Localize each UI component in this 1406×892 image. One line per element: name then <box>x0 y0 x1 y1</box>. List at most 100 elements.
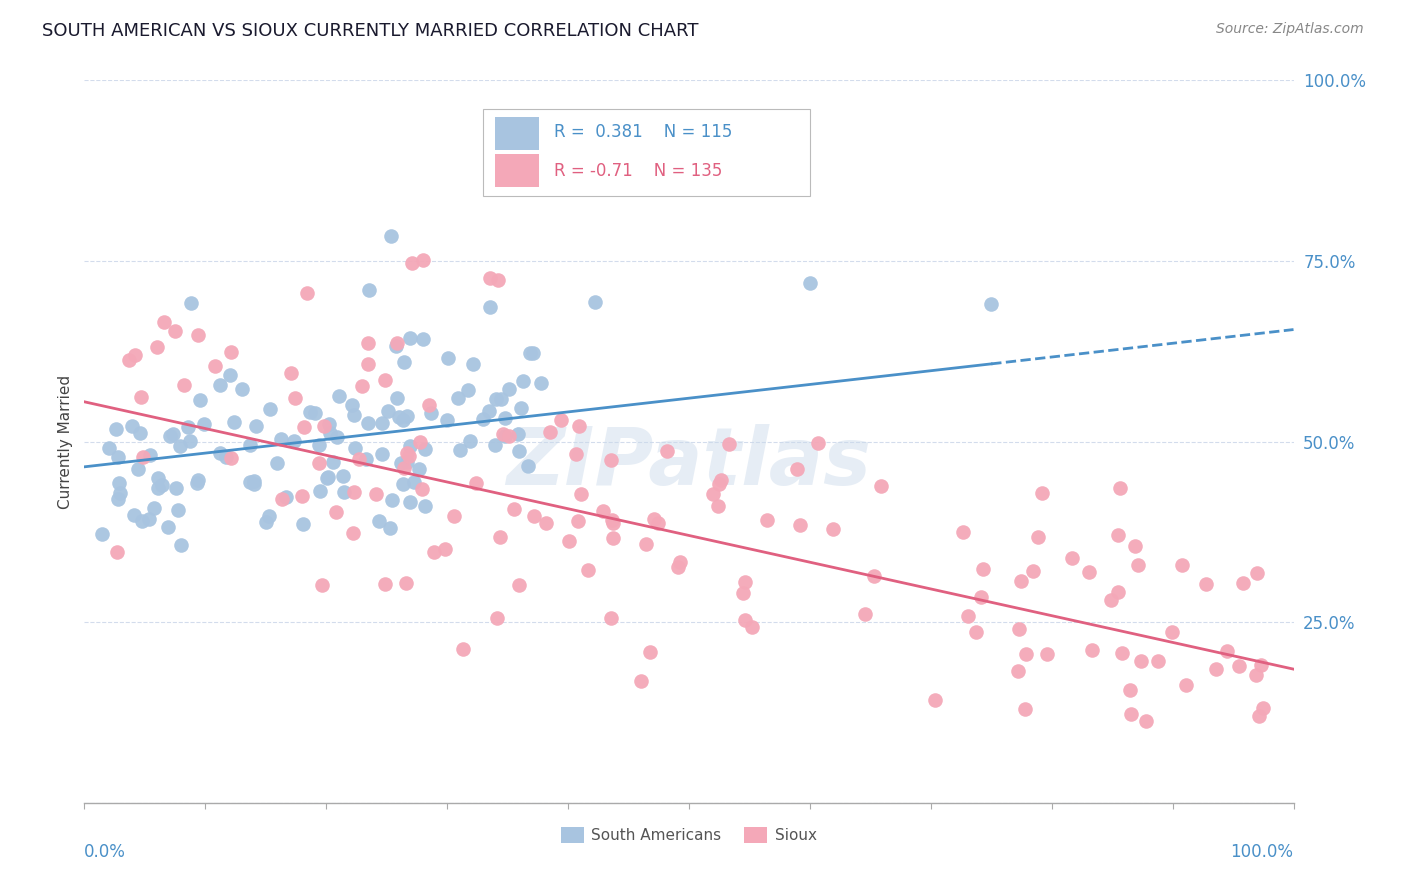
Point <box>523 509 546 524</box>
Point <box>254 516 277 530</box>
Point <box>1253 701 1275 715</box>
Point <box>517 458 540 473</box>
Point <box>148 470 170 484</box>
Point <box>1008 622 1031 636</box>
Point <box>396 409 419 423</box>
Point <box>1247 708 1270 723</box>
Point <box>374 373 396 387</box>
Point <box>472 412 495 426</box>
Point <box>409 435 432 450</box>
Point <box>219 368 242 383</box>
Point <box>1174 678 1197 692</box>
Point <box>231 382 253 396</box>
Point <box>786 462 808 476</box>
Point <box>413 499 436 513</box>
Point <box>276 490 298 504</box>
Point <box>494 411 516 425</box>
Point <box>392 477 415 491</box>
Point <box>534 516 557 531</box>
Point <box>519 346 541 360</box>
Point <box>131 450 153 464</box>
Point <box>449 443 471 458</box>
Point <box>107 450 129 465</box>
Point <box>166 502 188 516</box>
Point <box>239 475 262 489</box>
Point <box>568 419 591 434</box>
Point <box>437 351 460 365</box>
Text: R = -0.71    N = 135: R = -0.71 N = 135 <box>554 161 721 179</box>
Point <box>259 401 281 416</box>
Point <box>104 422 127 436</box>
Point <box>146 340 169 354</box>
Point <box>1031 486 1053 500</box>
Point <box>478 301 501 315</box>
Point <box>709 477 731 491</box>
Point <box>395 446 418 460</box>
Point <box>1010 574 1032 589</box>
Point <box>484 438 506 452</box>
Point <box>349 451 371 466</box>
Point <box>124 348 146 362</box>
Point <box>245 419 267 434</box>
Point <box>357 357 380 371</box>
Point <box>344 441 367 455</box>
Point <box>146 481 169 495</box>
Point <box>1250 657 1272 672</box>
Point <box>479 270 502 285</box>
Point <box>630 674 652 689</box>
Point <box>1161 624 1184 639</box>
Point <box>304 406 326 420</box>
Point <box>381 492 404 507</box>
Point <box>1170 558 1192 572</box>
Point <box>385 335 408 350</box>
Y-axis label: Currently Married: Currently Married <box>58 375 73 508</box>
Point <box>980 297 1002 311</box>
Point <box>122 508 145 523</box>
Point <box>550 413 572 427</box>
Point <box>1118 683 1140 698</box>
Point <box>343 484 366 499</box>
Point <box>91 527 114 541</box>
Point <box>558 534 581 549</box>
Point <box>1014 702 1036 716</box>
Point <box>494 429 516 443</box>
Point <box>389 456 412 470</box>
Point <box>702 487 724 501</box>
Point <box>870 479 893 493</box>
Point <box>208 378 231 392</box>
Point <box>567 514 589 528</box>
Text: Source: ZipAtlas.com: Source: ZipAtlas.com <box>1216 22 1364 37</box>
Point <box>156 520 179 534</box>
Point <box>734 574 756 589</box>
Point <box>357 336 380 351</box>
Point <box>1108 527 1130 541</box>
Point <box>118 353 141 368</box>
Point <box>576 563 599 577</box>
Point <box>1109 481 1132 495</box>
Point <box>319 425 342 440</box>
Point <box>204 359 226 374</box>
Point <box>366 487 388 501</box>
Point <box>187 328 209 343</box>
Point <box>599 452 621 467</box>
Point <box>404 475 426 489</box>
Point <box>292 420 315 434</box>
Point <box>647 516 669 530</box>
Point <box>1099 592 1122 607</box>
Text: R =  0.381    N = 115: R = 0.381 N = 115 <box>554 123 733 141</box>
Point <box>741 619 763 633</box>
Point <box>1123 539 1146 553</box>
Point <box>357 283 380 297</box>
Point <box>342 525 364 540</box>
Point <box>284 391 307 405</box>
Point <box>139 448 162 462</box>
Point <box>312 419 335 434</box>
Point <box>374 576 396 591</box>
Point <box>1080 643 1102 657</box>
Point <box>565 447 588 461</box>
Point <box>447 392 470 406</box>
Point <box>436 412 458 426</box>
Point <box>399 495 422 509</box>
Point <box>392 355 415 369</box>
Text: 100.0%: 100.0% <box>1230 843 1294 861</box>
